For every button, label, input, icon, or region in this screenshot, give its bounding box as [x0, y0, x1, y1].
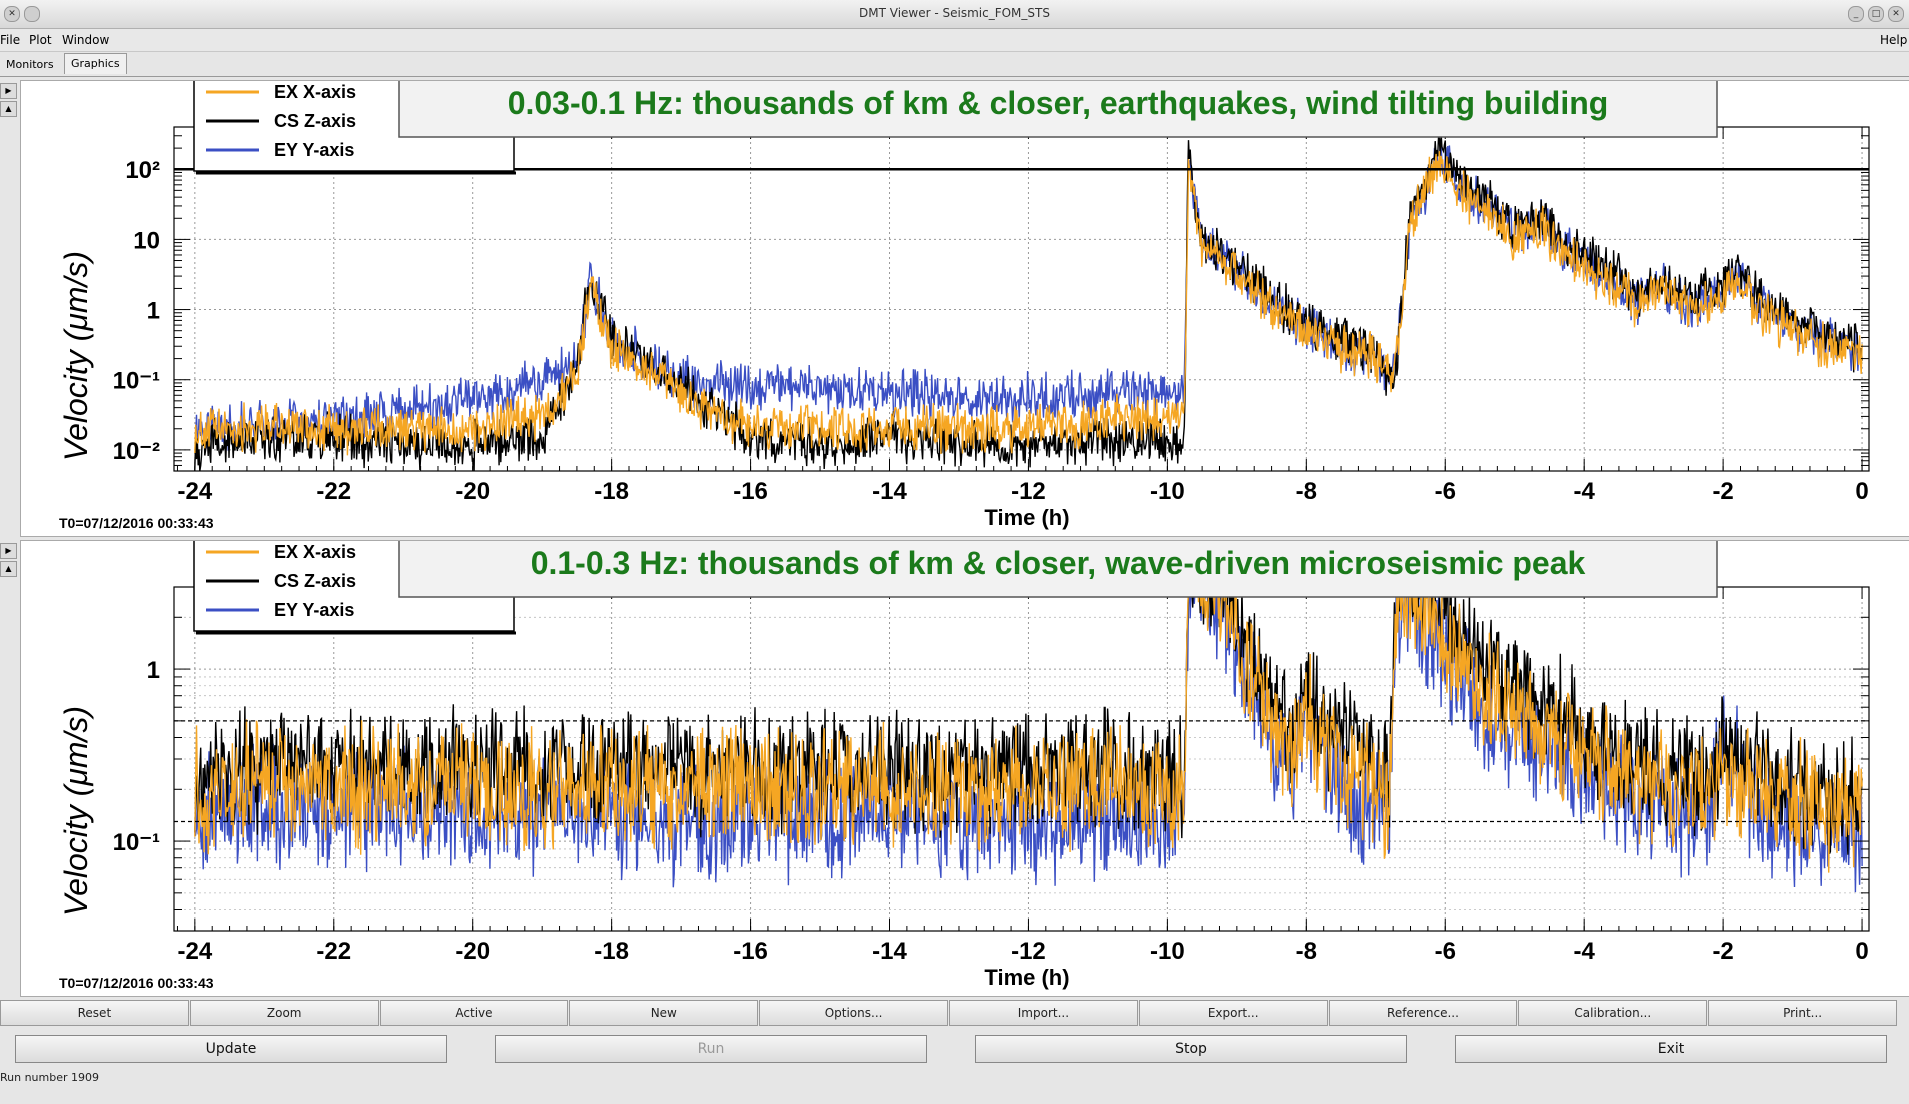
minimize-icon[interactable]: _ [1848, 6, 1864, 22]
x-tick-label: -2 [1712, 938, 1733, 965]
x-tick-label: -4 [1574, 938, 1596, 965]
x-tick-label: -22 [316, 478, 351, 505]
button-reference[interactable]: Reference... [1328, 1000, 1518, 1026]
control-button-row: Update Run Stop Exit [0, 1035, 1909, 1067]
x-tick-label: -16 [733, 478, 768, 505]
plot-1-ylabel: Velocity (μm/s) [58, 251, 94, 461]
plot-2-title: 0.1-0.3 Hz: thousands of km & closer, wa… [398, 530, 1718, 598]
y-tick-label: 10² [125, 157, 160, 184]
maximize-icon[interactable]: □ [1868, 6, 1884, 22]
button-run[interactable]: Run [495, 1035, 927, 1063]
series-line [194, 151, 1863, 456]
legend-entry: CS Z-axis [274, 571, 356, 591]
button-calibration[interactable]: Calibration... [1518, 1000, 1708, 1026]
title-box [398, 70, 1718, 138]
plot-1-xlabel: Time (h) [984, 505, 1069, 530]
menu-file[interactable]: File [0, 33, 21, 47]
button-update[interactable]: Update [15, 1035, 447, 1063]
x-tick-label: 0 [1855, 938, 1868, 965]
plot-2-t0: T0=07/12/2016 00:33:43 [59, 975, 214, 991]
button-active[interactable]: Active [379, 1000, 569, 1026]
x-tick-label: -8 [1296, 478, 1317, 505]
panel1-expand-icon[interactable]: ▶ [0, 83, 17, 99]
plot-2-xlabel: Time (h) [984, 965, 1069, 990]
x-tick-label: -6 [1435, 478, 1456, 505]
tab-graphics[interactable]: Graphics [64, 53, 127, 74]
menu-plot[interactable]: Plot [29, 33, 52, 47]
panel2-expand-icon[interactable]: ▶ [0, 543, 17, 559]
x-tick-label: -12 [1011, 938, 1046, 965]
x-tick-label: -18 [594, 938, 629, 965]
window-title: DMT Viewer - Seismic_FOM_STS [859, 6, 1050, 20]
x-tick-label: -8 [1296, 938, 1317, 965]
plot-1-t0: T0=07/12/2016 00:33:43 [59, 515, 214, 531]
plot-title-text: 0.03-0.1 Hz: thousands of km & closer, e… [508, 85, 1609, 121]
x-tick-label: -24 [177, 938, 212, 965]
y-tick-label: 1 [147, 657, 160, 684]
panel2-collapse-icon[interactable]: ▲ [0, 561, 17, 577]
menu-help[interactable]: Help [1880, 33, 1908, 47]
x-tick-label: -12 [1011, 478, 1046, 505]
window-shade-icon[interactable] [24, 6, 40, 22]
legend-entry: EX X-axis [274, 82, 356, 102]
y-tick-label: 10⁻¹ [113, 829, 160, 856]
tool-button-row: Reset Zoom Active New Options... Import... Exp… [0, 1000, 1909, 1026]
x-tick-label: -10 [1150, 478, 1185, 505]
x-tick-label: -16 [733, 938, 768, 965]
title-box [398, 530, 1718, 598]
legend-entry: EY Y-axis [274, 600, 354, 620]
button-options[interactable]: Options... [759, 1000, 948, 1026]
tab-bar: Monitors Graphics [0, 52, 1909, 77]
legend-entry: EY Y-axis [274, 140, 354, 160]
window-titlebar: ✕ DMT Viewer - Seismic_FOM_STS _ □ ✕ [0, 0, 1909, 29]
x-tick-label: -18 [594, 478, 629, 505]
series-line [194, 586, 1863, 873]
window-menu-icon[interactable]: ✕ [4, 6, 20, 22]
y-tick-label: 10⁻¹ [113, 368, 160, 395]
close-icon[interactable]: ✕ [1888, 6, 1904, 22]
menu-bar: File Plot Window Help [0, 29, 1909, 52]
x-tick-label: -14 [872, 478, 907, 505]
plot-2-ylabel: Velocity (μm/s) [58, 706, 94, 916]
tab-monitors[interactable]: Monitors [6, 58, 54, 71]
x-tick-label: 0 [1855, 478, 1868, 505]
plot-title-text: 0.1-0.3 Hz: thousands of km & closer, wa… [531, 545, 1586, 581]
x-tick-label: -6 [1435, 938, 1456, 965]
x-tick-label: -4 [1574, 478, 1596, 505]
y-tick-label: 1 [147, 298, 160, 325]
plot-1-title: 0.03-0.1 Hz: thousands of km & closer, e… [398, 70, 1718, 138]
button-export[interactable]: Export... [1138, 1000, 1328, 1026]
button-import[interactable]: Import... [949, 1000, 1138, 1026]
menu-window[interactable]: Window [62, 33, 110, 47]
status-text: Run number 1909 [0, 1071, 100, 1084]
y-tick-label: 10 [133, 227, 160, 254]
plot-panel-2: -24 -22 -20 -18 -16 -14 -12 -10 -8 -6 -4 -2 0 10⁻¹ 1 V… [20, 530, 1909, 997]
button-reset[interactable]: Reset [0, 1000, 189, 1026]
x-tick-label: -20 [455, 938, 490, 965]
button-print[interactable]: Print... [1708, 1000, 1897, 1026]
button-new[interactable]: New [569, 1000, 759, 1026]
x-tick-label: -10 [1150, 938, 1185, 965]
series-line [194, 586, 1863, 855]
button-exit[interactable]: Exit [1455, 1035, 1887, 1063]
panel1-collapse-icon[interactable]: ▲ [0, 101, 17, 117]
x-tick-label: -14 [872, 938, 907, 965]
plot-panel-1: -24 -22 -20 -18 -16 -14 -12 -10 -8 -6 -4 -2 0 10⁻² 10⁻… [20, 70, 1909, 537]
legend-entry: CS Z-axis [274, 111, 356, 131]
button-zoom[interactable]: Zoom [189, 1000, 379, 1026]
x-tick-label: -20 [455, 478, 490, 505]
plot-2-svg[interactable]: -24 -22 -20 -18 -16 -14 -12 -10 -8 -6 -4 -2 010⁻¹1 V… [21, 530, 1909, 996]
x-tick-label: -2 [1712, 478, 1733, 505]
legend-entry: EX X-axis [274, 542, 356, 562]
button-stop[interactable]: Stop [975, 1035, 1407, 1063]
x-tick-label: -22 [316, 938, 351, 965]
x-tick-label: -24 [177, 478, 212, 505]
plot-1-svg[interactable]: -24 -22 -20 -18 -16 -14 -12 -10 -8 -6 -4 -2 010⁻²10⁻… [21, 70, 1909, 536]
y-tick-label: 10⁻² [113, 438, 160, 465]
